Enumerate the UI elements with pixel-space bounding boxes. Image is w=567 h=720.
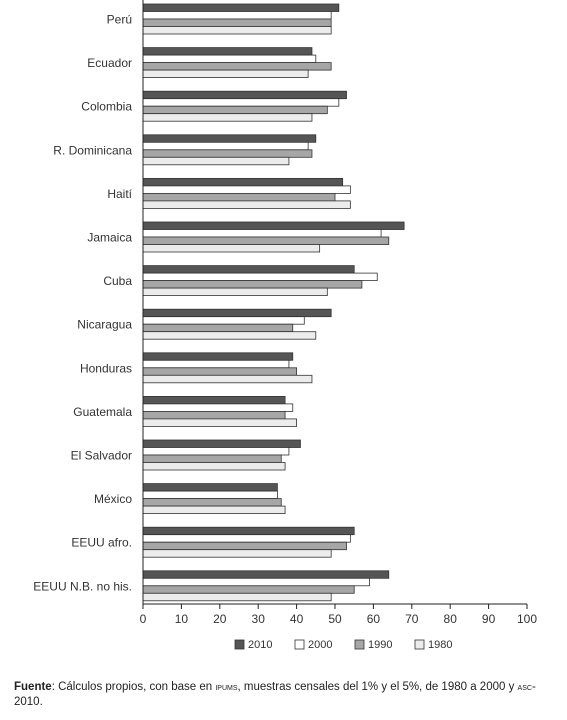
bar-1980 [142,244,321,253]
bar-2000 [142,359,290,369]
bar-2010 [142,483,278,492]
bar-1990 [142,105,328,115]
bar-1990 [142,323,294,333]
source-label: Fuente [14,681,52,693]
bar-2010 [142,308,332,318]
bar-1980 [142,549,332,558]
category-label: Nicaragua [77,318,132,332]
x-tick-label: 50 [328,612,342,626]
category-label: Cuba [103,274,132,288]
category-label: Perú [107,13,132,27]
category-label: R. Dominicana [53,143,132,157]
source-text-after: -2010. [14,681,536,708]
bar-1980 [142,26,332,35]
legend-swatch-2000 [294,639,305,650]
bar-2000 [142,141,309,151]
bar-2010 [142,395,286,405]
bar-2010 [142,134,317,143]
bar-2010 [142,221,405,230]
legend-label-2010: 2010 [248,639,272,651]
x-tick-label: 70 [405,612,419,626]
category-label: Guatemala [73,405,132,419]
x-tick-label: 0 [140,612,147,626]
x-tick-label: 80 [444,612,458,626]
bar-2000 [142,54,317,63]
category-label: México [94,492,132,506]
x-tick-label: 40 [290,612,304,626]
bar-2000 [142,185,351,194]
bar-2000 [142,229,382,238]
category-label: Haití [107,187,132,201]
legend-swatch-1980 [414,639,425,650]
bar-1980 [142,462,286,471]
source-asc: asc [517,682,532,693]
bar-1990 [142,367,298,376]
bar-1980 [142,200,351,209]
bar-1980 [142,374,313,384]
bar-2000 [142,403,294,412]
bar-1990 [142,280,363,289]
x-tick-label: 60 [367,612,381,626]
bar-chart: Perú Ecuador Colombia R. Dominicana Haití Jam… [33,0,537,651]
bar-1990 [142,62,332,71]
bar-2000 [142,447,290,456]
category-label: El Salvador [71,449,132,463]
source-ipums: ipums [215,682,238,693]
bar-2000 [142,490,278,500]
bar-1990 [142,454,282,463]
legend-swatch-2010 [234,639,245,650]
bar-1990 [142,498,282,507]
bar-2010 [142,47,313,56]
bar-2000 [142,316,305,325]
category-label: EEUU N.B. no his. [33,579,132,593]
bar-1990 [142,192,336,202]
x-tick-label: 10 [175,612,189,626]
bar-2010 [142,90,347,100]
category-label: Colombia [81,100,132,114]
bar-2000 [142,98,340,107]
bar-1990 [142,18,332,27]
x-tick-label: 100 [517,612,537,626]
bar-1980 [142,69,309,78]
x-tick-label: 90 [482,612,496,626]
bar-1980 [142,331,317,340]
bar-2010 [142,570,390,579]
bar-2010 [142,177,344,187]
bar-1990 [142,585,355,594]
bar-1980 [142,505,286,515]
legend-swatch-1990 [354,639,365,650]
source-note: Fuente: Cálculos propios, con base en ip… [14,680,559,710]
bar-1980 [142,287,328,297]
bar-2000 [142,577,370,587]
legend-label-2000: 2000 [308,639,332,651]
bar-1990 [142,410,286,420]
legend-label-1990: 1990 [368,639,392,651]
category-label: Ecuador [87,56,132,70]
bar-2010 [142,352,294,361]
bar-2010 [142,3,340,12]
bar-2000 [142,11,332,20]
bar-1980 [142,592,332,602]
legend-label-1980: 1980 [428,639,452,651]
category-label: Jamaica [87,231,132,245]
source-text-before: : Cálculos propios, con base en [51,681,216,693]
bar-1990 [142,236,390,245]
bar-2000 [142,272,378,282]
bar-1990 [142,541,347,551]
bar-1980 [142,418,298,427]
source-text-middle: , muestras censales del 1% y el 5%, de 1… [237,681,518,693]
category-label: Honduras [80,361,132,375]
x-tick-label: 30 [252,612,266,626]
bar-1980 [142,113,313,122]
category-label: EEUU afro. [71,536,132,550]
bar-2010 [142,265,355,274]
bar-2000 [142,534,351,543]
bar-1990 [142,149,313,158]
bar-2010 [142,526,355,536]
bar-1980 [142,156,290,166]
x-tick-label: 20 [213,612,227,626]
bar-2010 [142,439,301,448]
